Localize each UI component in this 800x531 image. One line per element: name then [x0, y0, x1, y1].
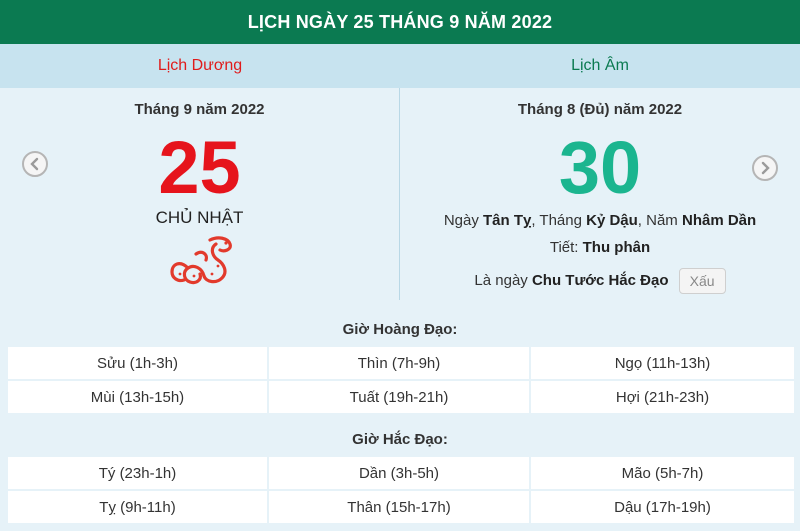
good-hour-cell: Sửu (1h-3h)	[8, 347, 269, 379]
chevron-left-icon	[30, 157, 39, 171]
page-title: LỊCH NGÀY 25 THÁNG 9 NĂM 2022	[0, 0, 800, 44]
text-fragment: Là ngày	[474, 271, 532, 289]
solar-day-number: 25	[158, 126, 241, 209]
previous-day-button[interactable]	[22, 151, 48, 177]
snake-icon	[170, 236, 232, 285]
day-type-line: Là ngày Chu Tước Hắc Đạo Xấu	[400, 268, 800, 294]
solar-term: Thu phân	[582, 239, 651, 256]
day-quality-badge: Xấu	[678, 268, 726, 294]
text-fragment: , Năm	[637, 212, 682, 229]
good-hour-cell: Tuất (19h-21h)	[269, 381, 531, 413]
year-can-chi: Nhâm Dần	[681, 212, 757, 229]
text-fragment: Ngày	[443, 212, 483, 229]
month-can-chi: Kỷ Dậu	[586, 212, 638, 229]
bad-hour-cell: Tỵ (9h-11h)	[8, 491, 269, 523]
bad-hour-cell: Mão (5h-7h)	[531, 457, 794, 489]
bad-hours-grid: Tý (23h-1h) Dần (3h-5h) Mão (5h-7h) Tỵ (…	[8, 457, 794, 523]
next-day-button[interactable]	[752, 155, 778, 181]
good-hours-title: Giờ Hoàng Đạo:	[342, 321, 458, 338]
lunar-can-chi-line: Ngày Tân Tỵ, Tháng Kỷ Dậu, Năm Nhâm Dần	[400, 212, 800, 229]
good-hour-cell: Mùi (13h-15h)	[8, 381, 269, 413]
chevron-right-icon	[761, 161, 770, 175]
bad-hour-cell: Tý (23h-1h)	[8, 457, 269, 489]
text-fragment: Tiết:	[549, 239, 583, 256]
bad-hour-cell: Thân (15h-17h)	[269, 491, 531, 523]
lunar-calendar-heading: Lịch Âm	[571, 57, 629, 74]
good-hours-grid: Sửu (1h-3h) Thìn (7h-9h) Ngọ (11h-13h) M…	[8, 347, 794, 413]
weekday-label: CHỦ NHẬT	[155, 208, 244, 227]
calendar-column-headers: Lịch Dương Lịch Âm	[0, 44, 800, 88]
lunar-month-label: Tháng 8 (Đủ) năm 2022	[517, 101, 683, 118]
day-can-chi: Tân Tỵ	[483, 212, 532, 229]
bad-hours-title: Giờ Hắc Đạo:	[352, 431, 448, 448]
lunar-panel: Tháng 8 (Đủ) năm 2022 30 Ngày Tân Tỵ, Th…	[400, 88, 800, 300]
solar-term-line: Tiết: Thu phân	[400, 239, 800, 256]
text-fragment: , Tháng	[531, 212, 587, 229]
day-type: Chu Tước Hắc Đạo	[531, 271, 669, 289]
good-hour-cell: Ngọ (11h-13h)	[531, 347, 794, 379]
bad-hour-cell: Dậu (17h-19h)	[531, 491, 794, 523]
solar-month-label: Tháng 9 năm 2022	[134, 101, 265, 118]
solar-calendar-heading: Lịch Dương	[157, 57, 243, 74]
bad-hour-cell: Dần (3h-5h)	[269, 457, 531, 489]
good-hour-cell: Hợi (21h-23h)	[531, 381, 794, 413]
lunar-day-number: 30	[558, 126, 642, 209]
hours-section: Giờ Hoàng Đạo: Sửu (1h-3h) Thìn (7h-9h) …	[0, 300, 800, 531]
solar-panel: Tháng 9 năm 2022 25 CHỦ NHẬT	[0, 88, 400, 300]
good-hour-cell: Thìn (7h-9h)	[269, 347, 531, 379]
